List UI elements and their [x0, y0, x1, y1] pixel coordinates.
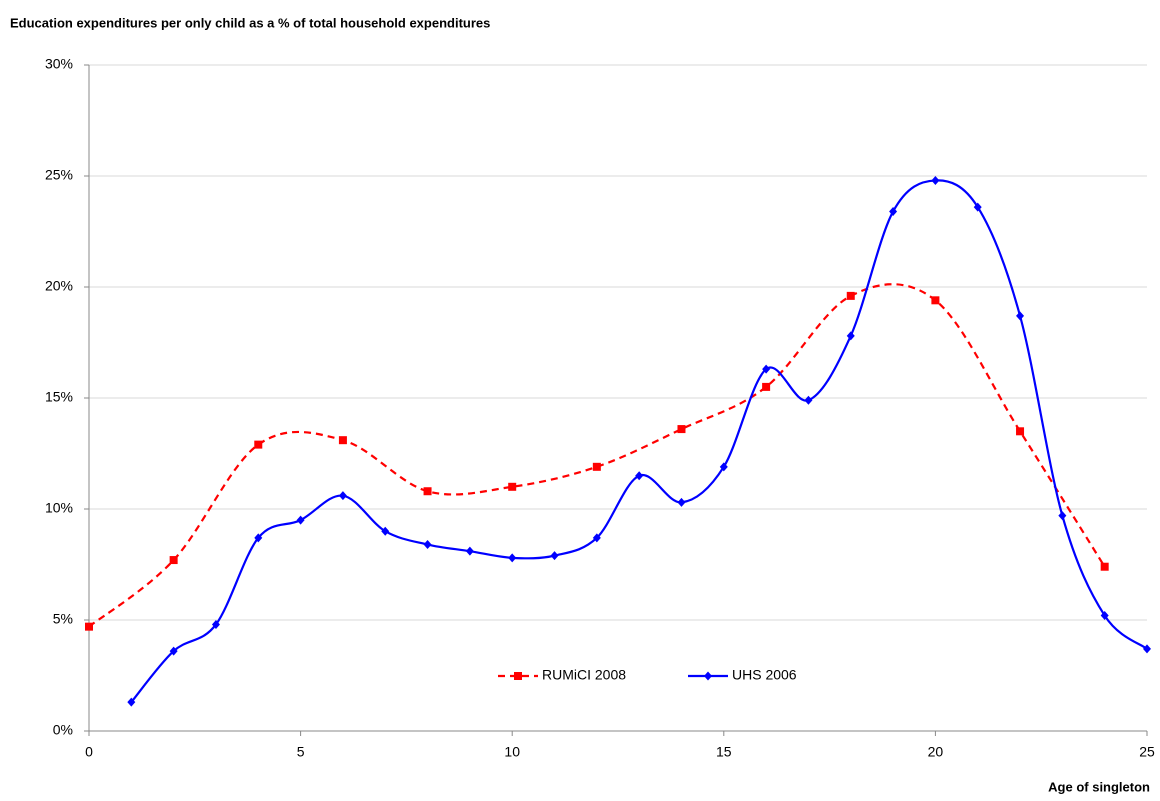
- marker: [1100, 562, 1109, 571]
- marker: [338, 491, 347, 501]
- y-tick-label: 15%: [45, 389, 73, 405]
- y-tick-label: 5%: [53, 611, 73, 627]
- marker: [296, 515, 305, 525]
- marker: [338, 436, 347, 445]
- legend-label: RUMiCI 2008: [542, 667, 626, 683]
- marker: [423, 487, 432, 496]
- marker: [254, 533, 263, 543]
- marker: [635, 471, 644, 481]
- marker: [1016, 427, 1025, 436]
- y-tick-label: 25%: [45, 167, 73, 183]
- x-tick-label: 15: [716, 744, 732, 760]
- x-tick-label: 10: [504, 744, 520, 760]
- y-tick-label: 0%: [53, 722, 73, 738]
- marker: [508, 553, 517, 563]
- y-tick-label: 20%: [45, 278, 73, 294]
- marker: [1100, 611, 1109, 621]
- y-tick-label: 30%: [45, 56, 73, 72]
- line: [88, 283, 1106, 628]
- legend-label: UHS 2006: [732, 667, 797, 683]
- marker: [762, 382, 771, 391]
- marker: [677, 497, 686, 507]
- marker: [846, 291, 855, 300]
- marker: [169, 646, 178, 656]
- marker: [592, 462, 601, 471]
- x-tick-label: 20: [928, 744, 944, 760]
- x-axis-label: Age of singleton: [1048, 779, 1150, 794]
- marker: [381, 526, 390, 536]
- marker: [508, 482, 517, 491]
- marker: [550, 551, 559, 561]
- marker: [1058, 511, 1067, 521]
- marker: [514, 672, 522, 680]
- marker: [1016, 311, 1025, 321]
- y-tick-label: 10%: [45, 500, 73, 516]
- marker: [719, 462, 728, 472]
- marker: [931, 296, 940, 305]
- marker: [127, 697, 136, 707]
- marker: [1143, 644, 1151, 654]
- marker: [254, 440, 263, 449]
- marker: [704, 671, 712, 681]
- marker: [423, 540, 432, 550]
- marker: [465, 546, 474, 556]
- x-tick-label: 25: [1139, 744, 1155, 760]
- marker: [931, 175, 940, 185]
- x-tick-label: 0: [85, 744, 93, 760]
- marker: [804, 395, 813, 405]
- line: [130, 179, 1148, 703]
- marker: [762, 364, 771, 374]
- marker: [85, 622, 93, 631]
- marker: [846, 331, 855, 341]
- marker: [677, 425, 686, 434]
- marker: [211, 619, 220, 629]
- marker: [592, 533, 601, 543]
- marker: [169, 556, 178, 565]
- chart-title: Education expenditures per only child as…: [10, 15, 490, 30]
- marker: [973, 202, 982, 212]
- x-tick-label: 5: [297, 744, 305, 760]
- marker: [889, 207, 898, 217]
